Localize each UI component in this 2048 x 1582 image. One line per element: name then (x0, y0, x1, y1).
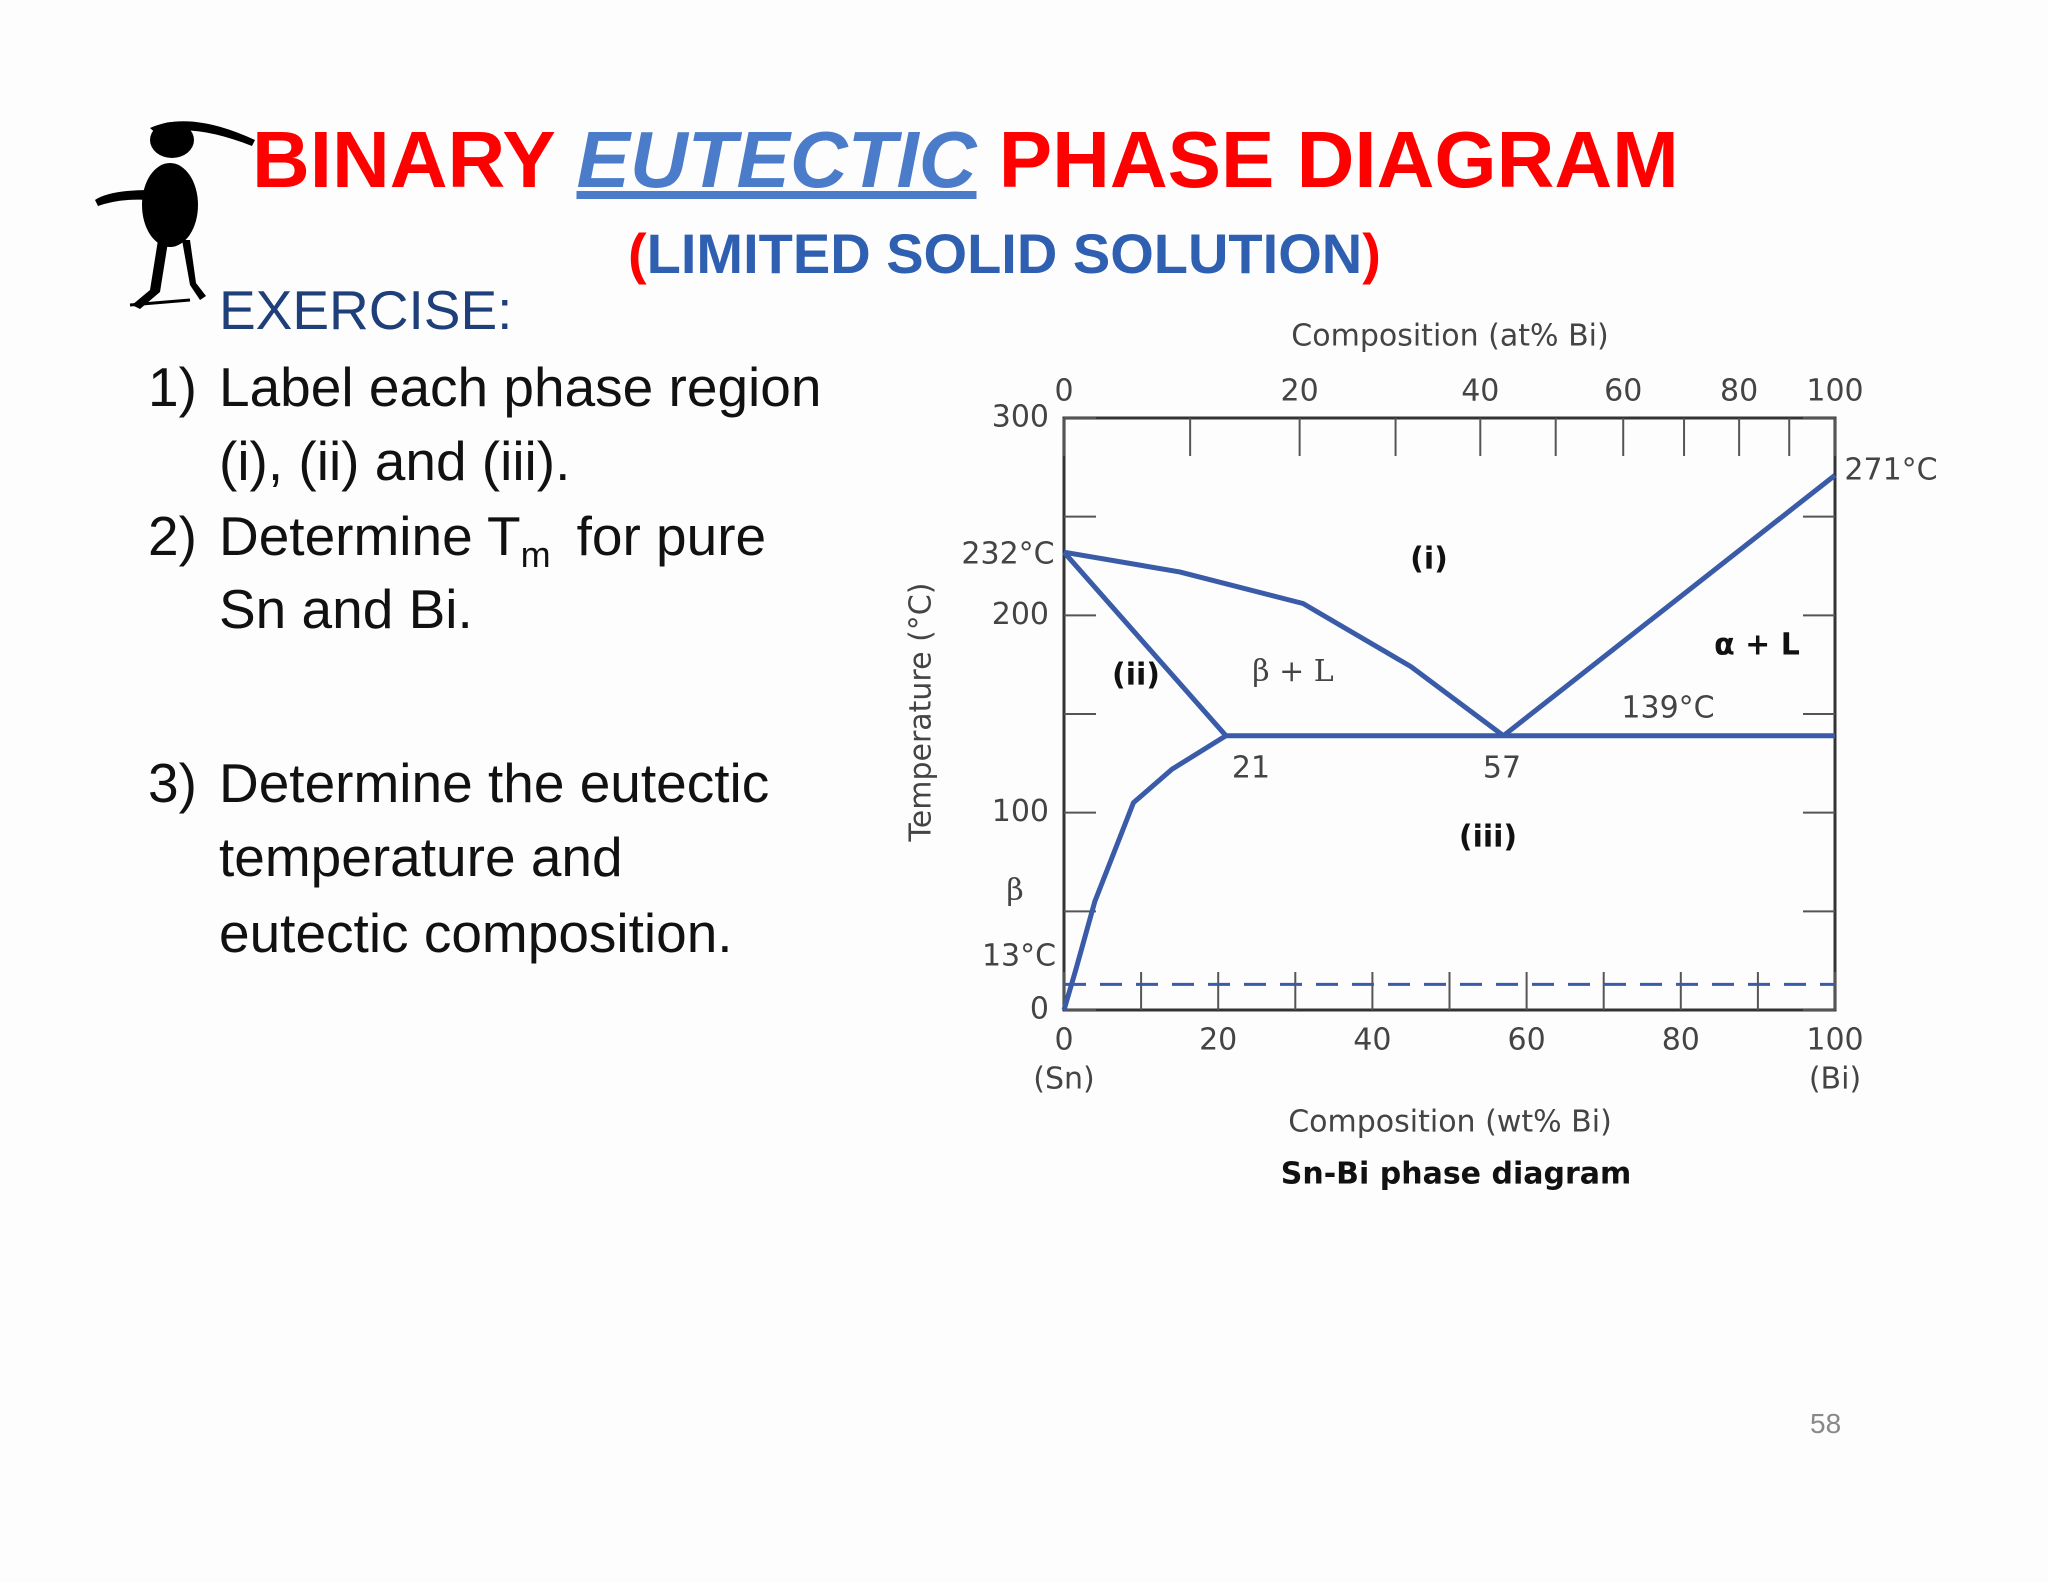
region-label: 13°C (982, 939, 1056, 974)
y-axis-title: Temperature (°C) (904, 583, 939, 843)
top-tick-label: 100 (1806, 374, 1863, 409)
ant-icon (95, 121, 255, 309)
x-tick-label: 80 (1662, 1023, 1700, 1058)
x-tick-label: 100 (1806, 1023, 1863, 1058)
item-line: eutectic composition. (219, 902, 733, 964)
region-label: α + L (1714, 628, 1800, 663)
item-line: (i), (ii) and (iii). (219, 430, 571, 492)
y-tick-label: 300 (992, 400, 1049, 435)
item-line: temperature and (219, 826, 623, 888)
title-emphasis: EUTECTIC (576, 115, 977, 204)
item-number: 3) (148, 752, 197, 814)
item-line: Determine Tm for pure (219, 509, 766, 573)
plot-frame (1062, 416, 1837, 1012)
region-label: 232°C (961, 537, 1054, 572)
region-label: 271°C (1844, 453, 1937, 488)
phase-boundary (1501, 473, 1837, 738)
region-label: 21 (1232, 751, 1270, 786)
y-tick-label: 0 (1030, 992, 1049, 1027)
region-label: (iii) (1459, 820, 1517, 855)
page-number: 58 (1810, 1408, 1842, 1439)
subscript: m (520, 534, 551, 575)
top-tick-label: 40 (1461, 374, 1499, 409)
end-label: (Sn) (1033, 1062, 1094, 1097)
x-tick-label: 40 (1353, 1023, 1391, 1058)
phase-boundary (1061, 733, 1228, 1011)
region-label: (ii) (1112, 658, 1160, 693)
item-number: 2) (148, 505, 197, 567)
top-tick-label: 20 (1281, 374, 1319, 409)
item-line: Sn and Bi. (219, 578, 473, 640)
title: BINARY EUTECTIC PHASE DIAGRAM (252, 120, 1679, 200)
item-number: 1) (148, 356, 197, 418)
top-tick-label: 80 (1720, 374, 1758, 409)
paren: ( (628, 222, 647, 285)
top-tick-label: 0 (1054, 374, 1073, 409)
phase-boundary (1062, 550, 1228, 738)
region-label: 139°C (1621, 691, 1714, 726)
y-tick-label: 100 (992, 794, 1049, 829)
x-axis-title: Composition (wt% Bi) (1288, 1105, 1612, 1140)
phase-boundary (1063, 549, 1505, 738)
caption: Sn-Bi phase diagram (1281, 1157, 1632, 1192)
region-label: (i) (1410, 542, 1448, 577)
item-text: Determine T (219, 505, 521, 567)
region-label: β + L (1252, 654, 1334, 689)
subtitle-text: LIMITED SOLID SOLUTION (646, 222, 1363, 285)
paren: ) (1362, 222, 1381, 285)
x-tick-label: 20 (1199, 1023, 1237, 1058)
y-tick-label: 200 (992, 597, 1049, 632)
item-text: for pure (576, 505, 767, 567)
region-label: β (1006, 873, 1023, 908)
title-end: PHASE DIAGRAM (998, 115, 1679, 204)
top-axis-title: Composition (at% Bi) (1291, 319, 1608, 354)
end-label: (Bi) (1809, 1062, 1861, 1097)
region-label: 57 (1483, 751, 1521, 786)
item-line: Determine the eutectic (219, 752, 770, 814)
exercise-heading: EXERCISE: (219, 279, 513, 341)
x-tick-label: 60 (1508, 1023, 1546, 1058)
item-line: Label each phase region (219, 356, 822, 418)
title-start: BINARY (252, 115, 555, 204)
top-tick-label: 60 (1604, 374, 1642, 409)
subtitle: (LIMITED SOLID SOLUTION) (628, 226, 1381, 282)
x-tick-label: 0 (1054, 1023, 1073, 1058)
